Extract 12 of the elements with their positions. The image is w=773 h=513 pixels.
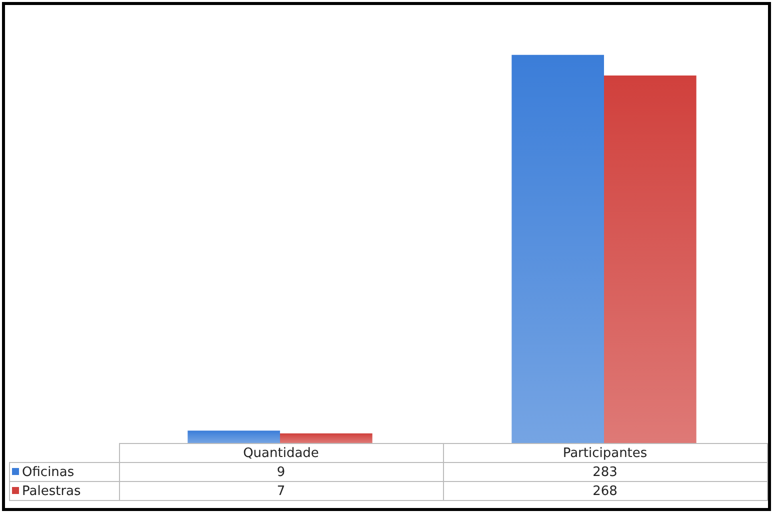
legend-label: Palestras	[10, 482, 119, 500]
bar	[280, 433, 372, 443]
x-tick-label: Participantes	[443, 444, 767, 462]
bar	[512, 54, 604, 443]
data-label: 268	[443, 482, 767, 500]
legend-label: Oficinas	[10, 462, 119, 482]
x-tick-label: Quantidade	[119, 444, 443, 462]
data-label: 7	[119, 482, 443, 500]
bar	[604, 75, 696, 443]
data-label: 9	[119, 462, 443, 482]
bar	[188, 430, 280, 443]
data-label: 283	[443, 462, 767, 482]
